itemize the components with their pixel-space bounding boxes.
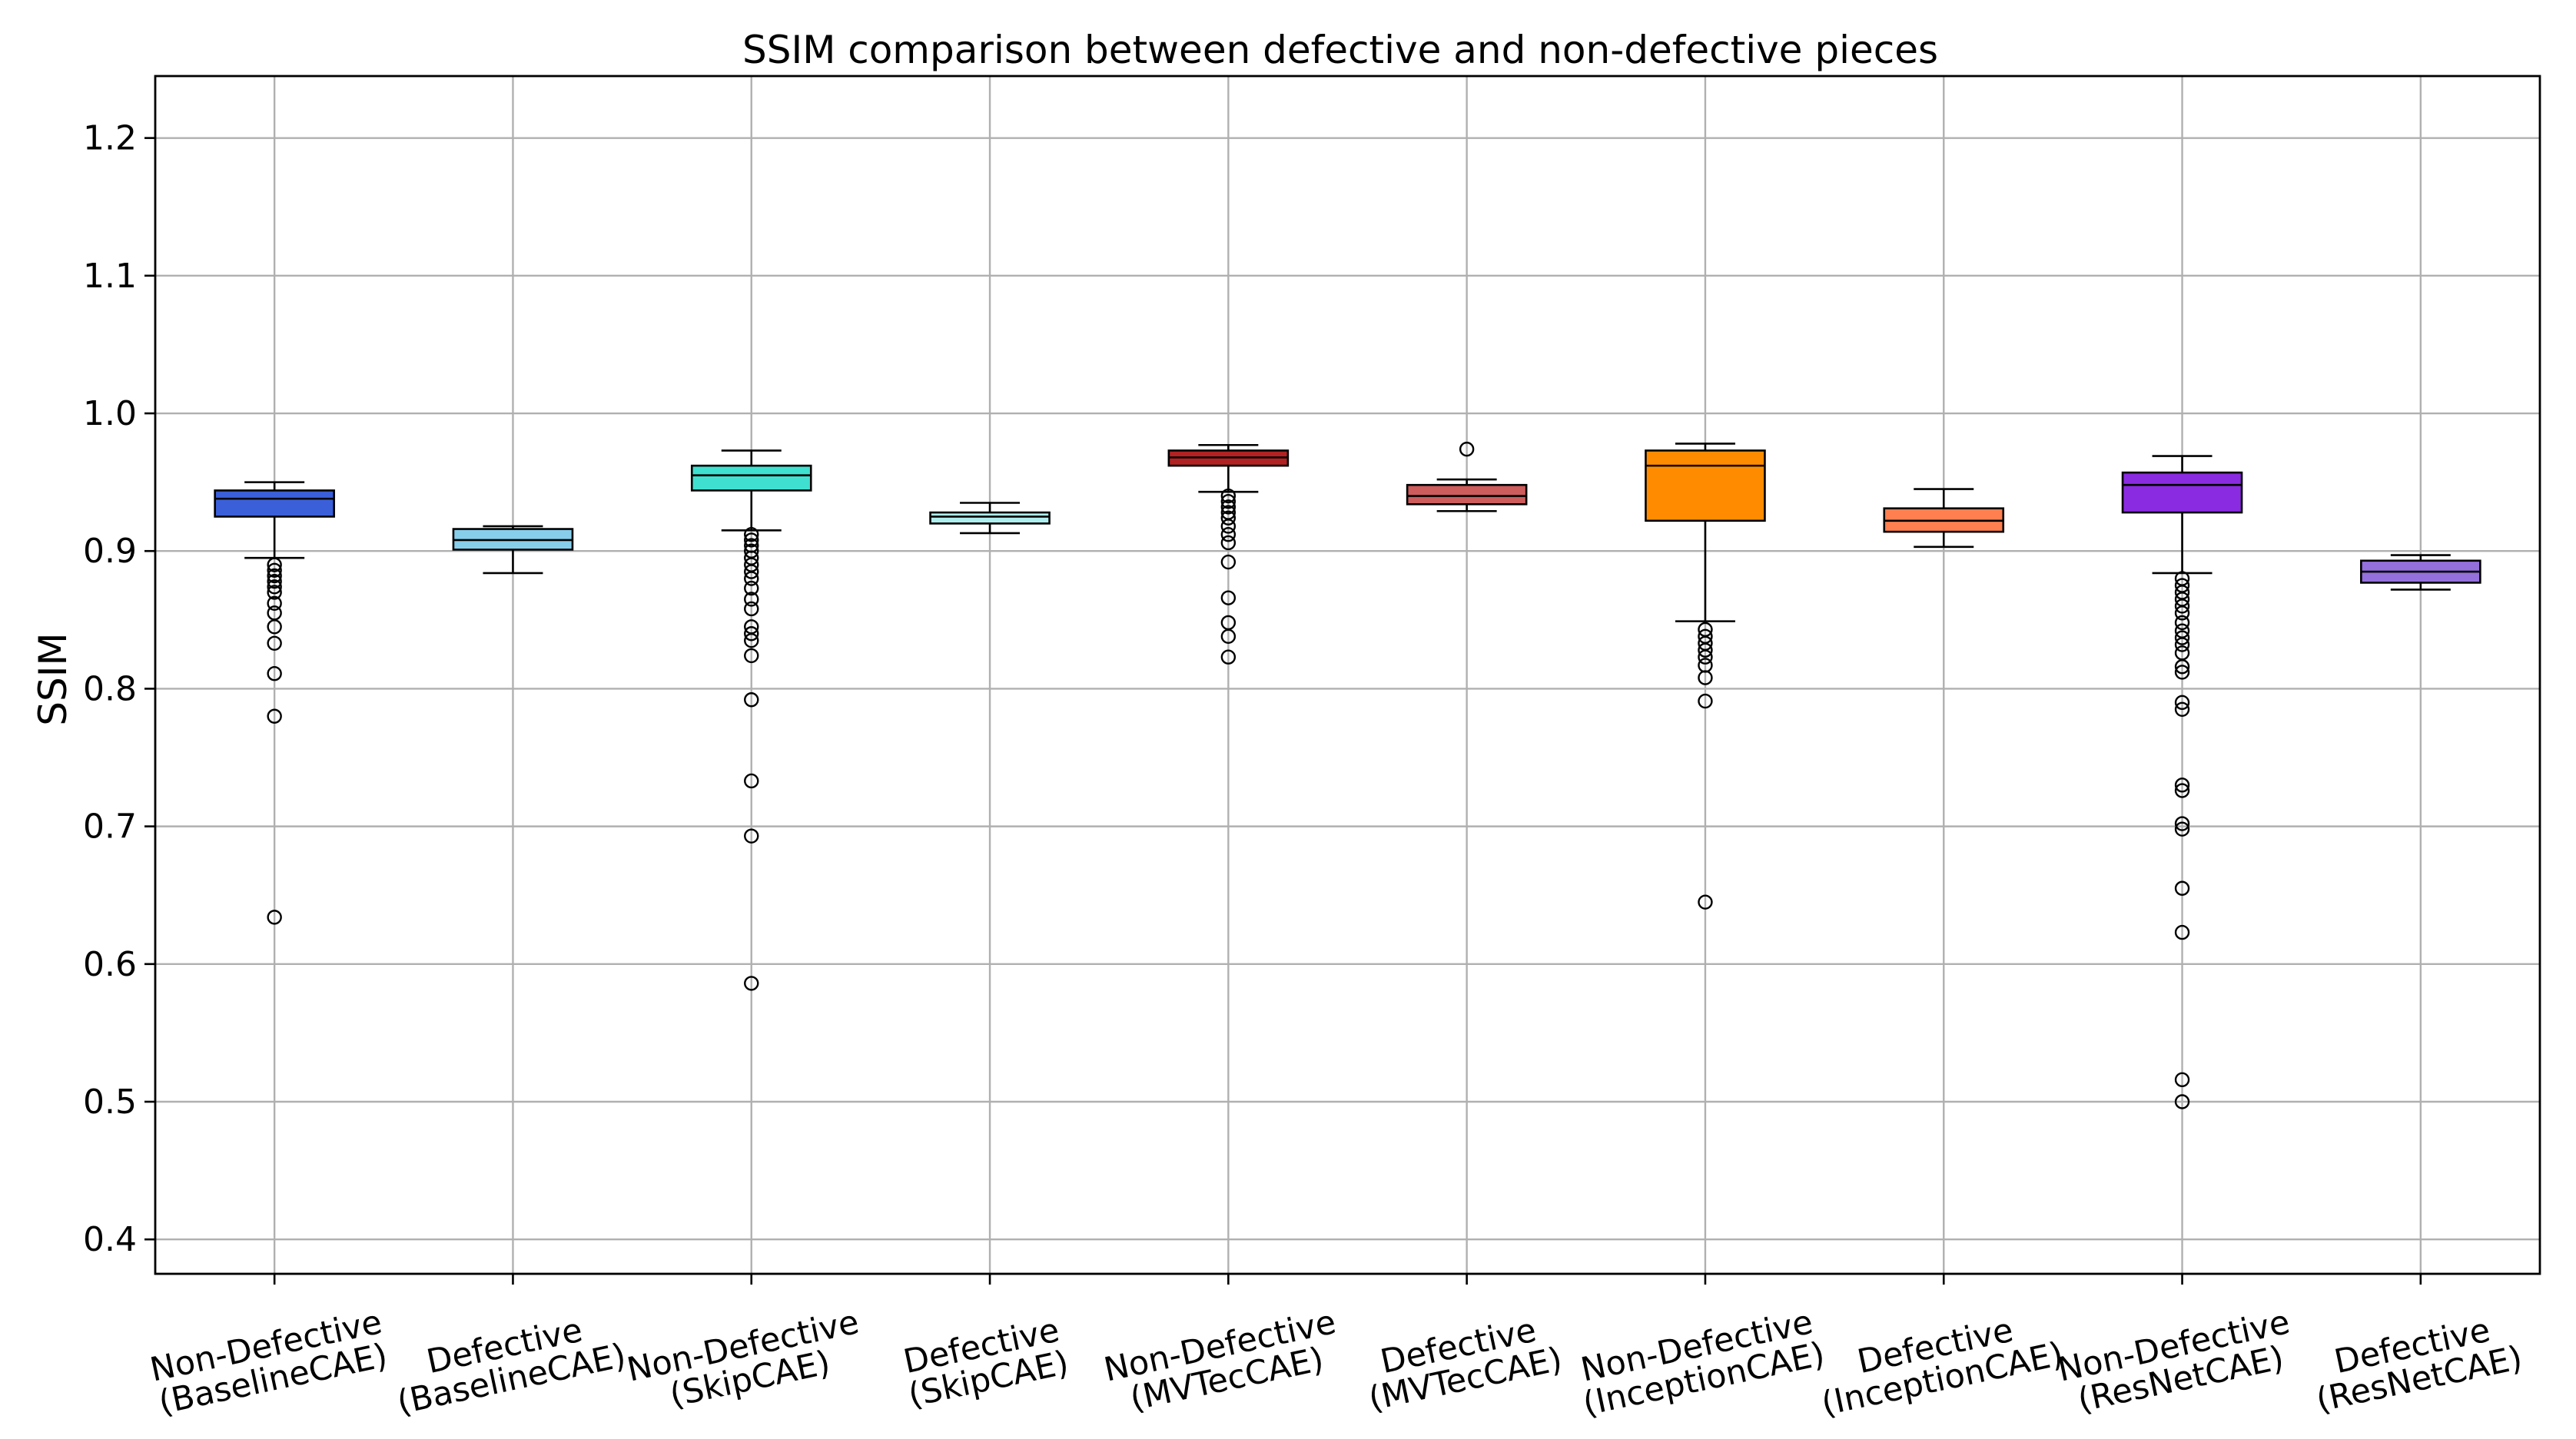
outlier-point — [267, 619, 282, 635]
y-tick-label: 1.0 — [83, 394, 137, 433]
outlier-point — [267, 666, 282, 681]
outlier-point — [744, 592, 759, 607]
box-2 — [452, 525, 574, 575]
outlier-point — [2174, 783, 2190, 798]
outlier-point — [267, 708, 282, 724]
outlier-point — [1459, 441, 1475, 457]
box-5 — [1167, 443, 1290, 665]
y-axis-label: SSIM — [31, 632, 75, 725]
outlier-point — [2174, 659, 2190, 675]
outlier-point — [1698, 649, 1713, 665]
box-10 — [2360, 554, 2481, 591]
outlier-point — [1220, 527, 1237, 542]
outlier-point — [2174, 615, 2190, 631]
outlier-point — [267, 585, 282, 600]
y-tick-label: 0.7 — [83, 807, 137, 847]
outlier-point — [1220, 535, 1237, 551]
outlier-point — [744, 532, 759, 548]
chart-title: SSIM comparison between defective and no… — [742, 28, 1938, 72]
outlier-point — [2174, 598, 2190, 614]
outlier-point — [744, 648, 759, 664]
x-tick-label: Defective(MVTecCAE) — [1366, 1311, 1566, 1418]
box-3 — [690, 449, 812, 991]
box-layer — [214, 441, 2481, 1109]
outlier-point — [1698, 670, 1713, 685]
y-tick-label: 0.5 — [83, 1083, 137, 1122]
plot-frame — [154, 75, 2541, 1275]
outlier-point — [2174, 630, 2190, 645]
outlier-point — [744, 626, 759, 642]
outlier-point — [1220, 628, 1237, 645]
outlier-point — [744, 580, 759, 596]
outlier-point — [1220, 510, 1237, 526]
outlier-point — [2174, 821, 2190, 837]
outlier-point — [1220, 590, 1237, 605]
outlier-point — [267, 595, 282, 612]
outlier-point — [2174, 701, 2190, 717]
box-8 — [1883, 488, 2005, 549]
outlier-point — [267, 573, 282, 589]
box-1 — [214, 481, 335, 925]
outlier-point — [744, 692, 759, 708]
outlier-point — [1220, 499, 1237, 515]
outlier-point — [2174, 695, 2190, 711]
outlier-point — [2174, 924, 2190, 940]
outlier-point — [2174, 1072, 2190, 1088]
outlier-point — [744, 564, 759, 579]
outlier-point — [2174, 880, 2190, 896]
y-tick-label: 0.4 — [83, 1220, 137, 1259]
outlier-point — [1220, 519, 1237, 534]
outlier-point — [744, 571, 759, 586]
box-6 — [1406, 441, 1528, 512]
outlier-point — [744, 527, 759, 542]
outlier-point — [2174, 1094, 2190, 1109]
outlier-point — [1220, 554, 1237, 570]
outlier-point — [744, 601, 759, 617]
grid-layer — [155, 76, 2540, 1274]
outlier-point — [1698, 894, 1713, 910]
outlier-point — [744, 828, 759, 844]
outlier-point — [2174, 605, 2190, 621]
outlier-point — [267, 562, 282, 579]
outlier-point — [1698, 693, 1713, 709]
outlier-point — [1220, 494, 1237, 509]
y-tick-label: 0.6 — [83, 945, 137, 984]
box-7 — [1645, 443, 1766, 910]
outlier-point — [1220, 649, 1237, 665]
y-tick-label: 0.8 — [83, 669, 137, 708]
x-tick-label: Non-Defective(InceptionCAE) — [1578, 1303, 1828, 1424]
box-9 — [2121, 455, 2243, 1109]
box-body — [1645, 449, 1766, 522]
outlier-point — [267, 910, 282, 925]
box-body — [214, 489, 335, 518]
y-tick-label: 0.9 — [83, 532, 137, 571]
outlier-point — [744, 773, 759, 789]
box-body — [690, 464, 812, 492]
outlier-point — [2174, 778, 2190, 793]
box-body — [1406, 483, 1528, 506]
outlier-point — [1220, 488, 1237, 504]
x-tick-label: Defective(ResNetCAE) — [2313, 1311, 2526, 1420]
y-tick-label: 1.1 — [83, 257, 137, 296]
outlier-point — [744, 633, 759, 648]
outlier-point — [267, 579, 282, 595]
box-body — [2121, 471, 2243, 514]
outlier-point — [2174, 637, 2190, 652]
y-tick-label: 1.2 — [83, 119, 137, 158]
outlier-point — [267, 568, 282, 584]
outlier-point — [267, 557, 282, 572]
outlier-point — [2174, 665, 2190, 680]
box-body — [929, 511, 1051, 525]
outlier-point — [267, 635, 282, 651]
outlier-point — [2174, 816, 2190, 831]
outlier-point — [1698, 642, 1713, 658]
box-4 — [929, 502, 1051, 535]
outlier-point — [744, 976, 759, 991]
